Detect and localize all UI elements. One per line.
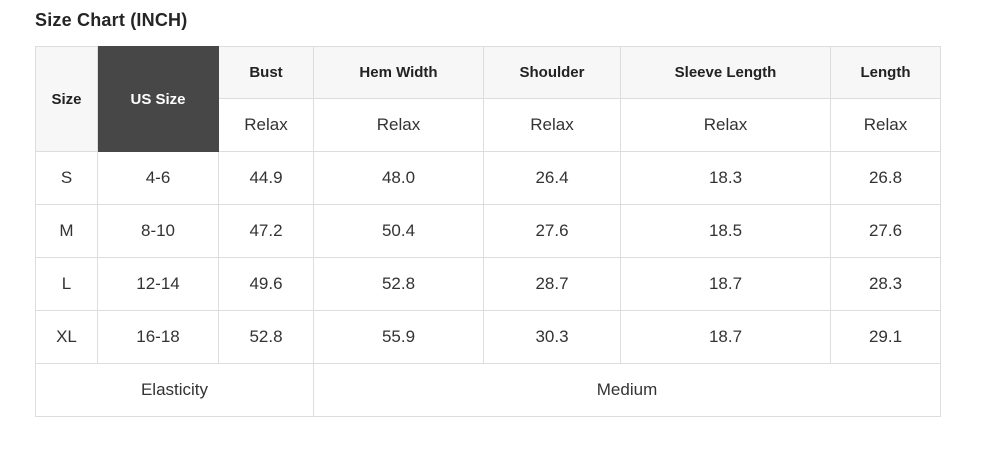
us-size-cell: 8-10 <box>97 204 219 258</box>
bust-cell: 47.2 <box>218 204 314 258</box>
hem-width-cell: 50.4 <box>313 204 484 258</box>
shoulder-cell: 26.4 <box>483 151 621 205</box>
col-header-bust: Bust <box>218 46 314 99</box>
length-cell: 29.1 <box>830 310 941 364</box>
size-row-l: L 12-14 49.6 52.8 28.7 18.7 28.3 <box>35 257 941 311</box>
header-row-fit: Relax Relax Relax Relax Relax <box>36 98 941 152</box>
us-size-cell: 16-18 <box>97 310 219 364</box>
us-size-cell: 4-6 <box>97 151 219 205</box>
col-header-hem-width: Hem Width <box>313 46 484 99</box>
sleeve-length-cell: 18.5 <box>620 204 831 258</box>
shoulder-cell: 30.3 <box>483 310 621 364</box>
size-row-xl: XL 16-18 52.8 55.9 30.3 18.7 29.1 <box>35 310 941 364</box>
sleeve-length-cell: 18.7 <box>620 310 831 364</box>
length-cell: 28.3 <box>830 257 941 311</box>
size-row-m: M 8-10 47.2 50.4 27.6 18.5 27.6 <box>35 204 941 258</box>
size-cell: M <box>35 204 98 258</box>
size-cell: XL <box>35 310 98 364</box>
sleeve-length-cell: 18.3 <box>620 151 831 205</box>
hem-width-cell: 52.8 <box>313 257 484 311</box>
fit-label-hem-width: Relax <box>313 98 484 152</box>
page-title: Size Chart (INCH) <box>35 10 188 30</box>
fit-label-bust: Relax <box>218 98 314 152</box>
hem-width-cell: 48.0 <box>313 151 484 205</box>
shoulder-cell: 28.7 <box>483 257 621 311</box>
col-header-length: Length <box>830 46 941 99</box>
fit-label-shoulder: Relax <box>483 98 621 152</box>
elasticity-label: Elasticity <box>35 363 314 417</box>
header-row-top: Size US Size Bust Hem Width Shoulder Sle… <box>35 46 941 152</box>
length-cell: 27.6 <box>830 204 941 258</box>
col-header-us-size: US Size <box>97 46 219 152</box>
shoulder-cell: 27.6 <box>483 204 621 258</box>
us-size-cell: 12-14 <box>97 257 219 311</box>
size-cell: S <box>35 151 98 205</box>
col-header-sleeve-length: Sleeve Length <box>620 46 831 99</box>
hem-width-cell: 55.9 <box>313 310 484 364</box>
length-cell: 26.8 <box>830 151 941 205</box>
col-header-size: Size <box>35 46 98 152</box>
col-header-shoulder: Shoulder <box>483 46 621 99</box>
elasticity-row: Elasticity Medium <box>35 363 941 417</box>
bust-cell: 52.8 <box>218 310 314 364</box>
sleeve-length-cell: 18.7 <box>620 257 831 311</box>
fit-label-length: Relax <box>830 98 941 152</box>
size-row-s: S 4-6 44.9 48.0 26.4 18.3 26.8 <box>35 151 941 205</box>
bust-cell: 44.9 <box>218 151 314 205</box>
size-cell: L <box>35 257 98 311</box>
elasticity-value: Medium <box>313 363 941 417</box>
size-chart-table: Size US Size Bust Hem Width Shoulder Sle… <box>35 46 941 417</box>
fit-label-sleeve-length: Relax <box>620 98 831 152</box>
bust-cell: 49.6 <box>218 257 314 311</box>
